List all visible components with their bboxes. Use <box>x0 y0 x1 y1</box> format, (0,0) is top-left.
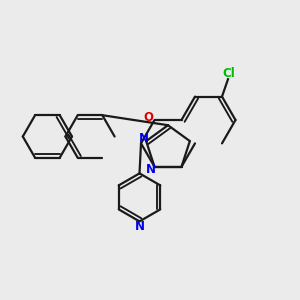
Text: N: N <box>139 132 149 145</box>
Text: N: N <box>146 163 156 176</box>
Text: N: N <box>134 220 145 233</box>
Text: Cl: Cl <box>222 67 235 80</box>
Text: O: O <box>143 111 154 124</box>
